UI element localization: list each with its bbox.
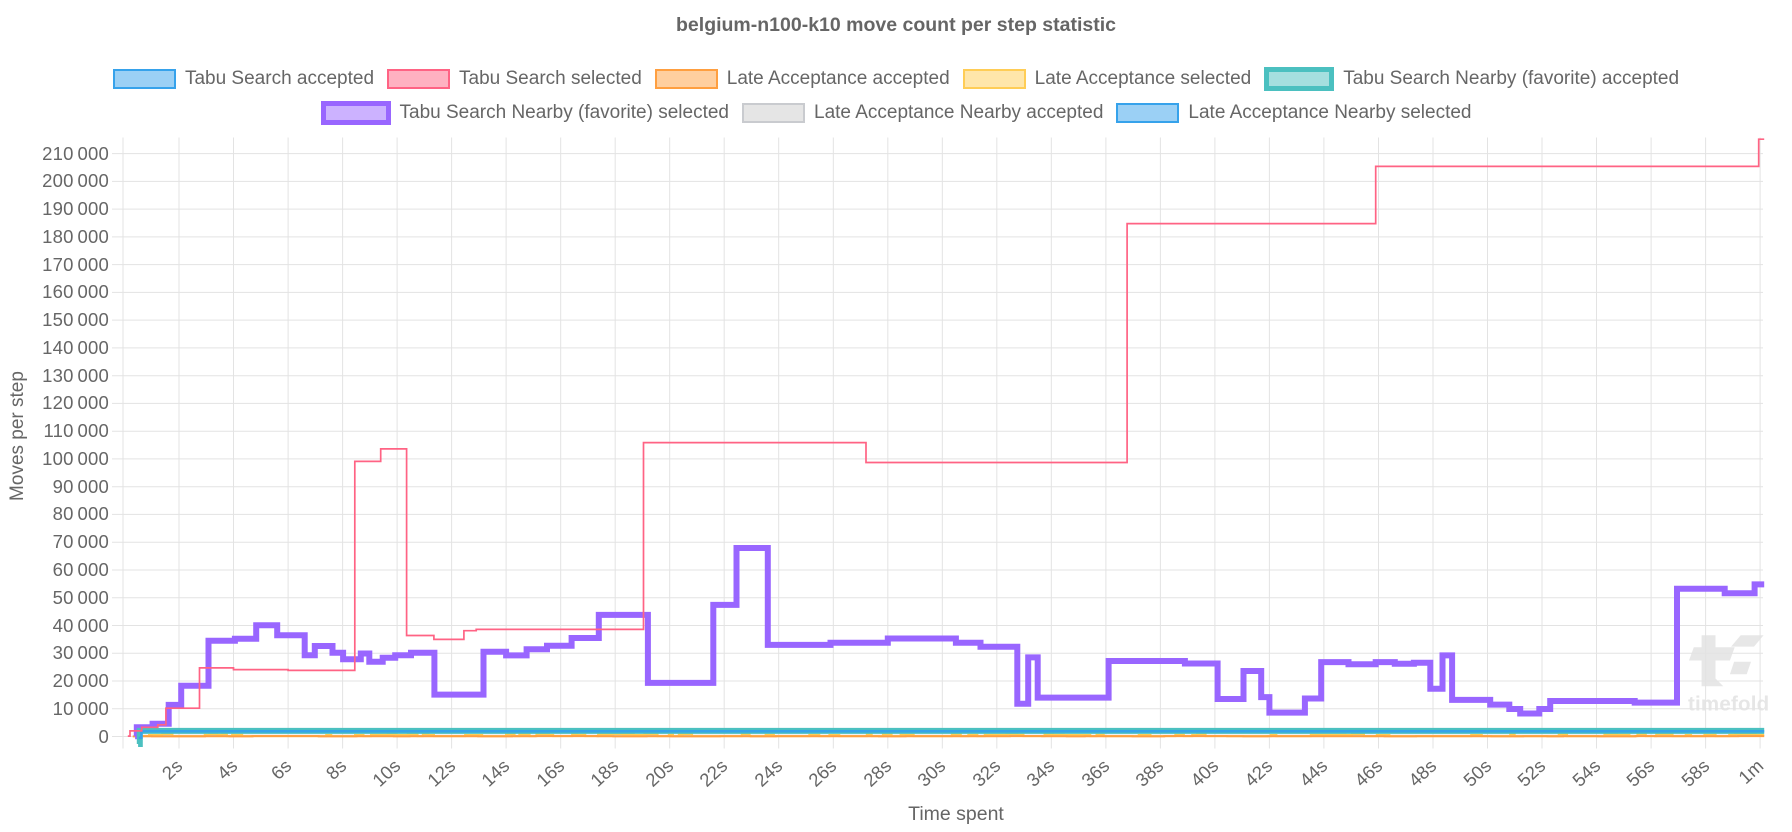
svg-text:timefold: timefold (1688, 693, 1769, 716)
